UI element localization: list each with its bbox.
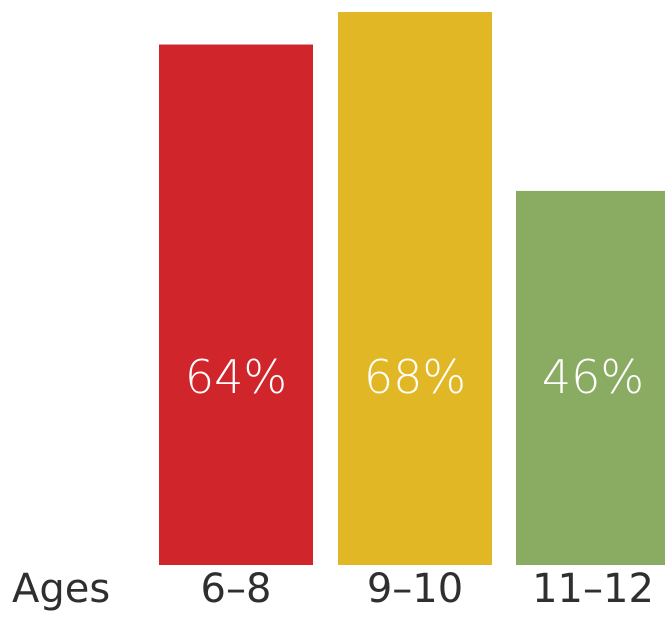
bar-1: [159, 44, 313, 565]
category-tick-label-1: 6–8: [201, 566, 272, 612]
bar-labels-group: 64% 68% 46%: [185, 350, 644, 404]
category-tick-label-3: 11–12: [532, 566, 654, 612]
category-tick-label-2: 9–10: [367, 566, 463, 612]
tick-labels-group: 6–8 9–10 11–12: [201, 566, 654, 612]
bar-2: [338, 12, 492, 565]
bar-value-label-2: 68%: [364, 350, 466, 404]
bar-value-label-3: 46%: [542, 350, 644, 404]
bar-3: [516, 190, 665, 566]
x-axis-title: Ages: [12, 566, 110, 612]
bars-group: [159, 12, 665, 566]
bar-value-label-1: 64%: [185, 350, 287, 404]
